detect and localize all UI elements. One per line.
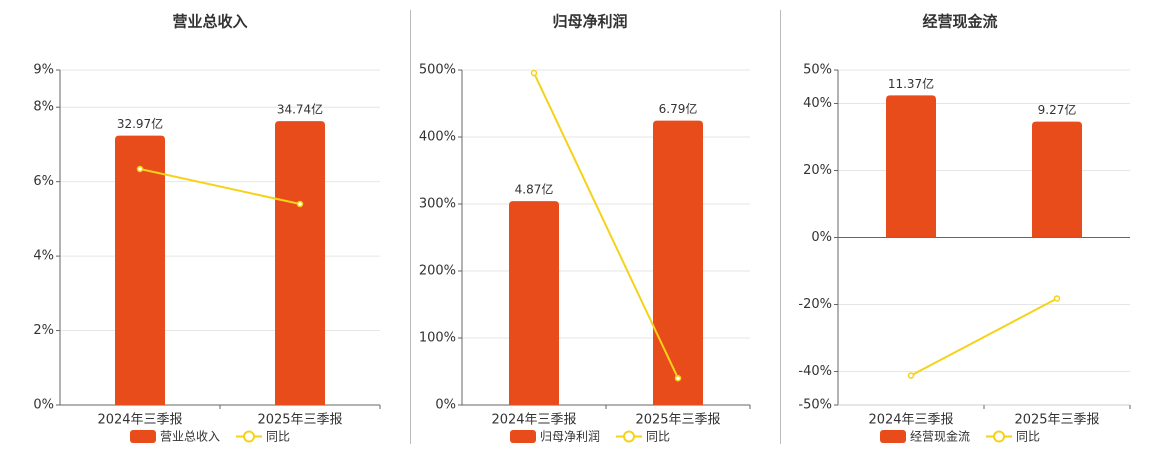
line-point bbox=[907, 372, 915, 379]
y-tick-label: 6% bbox=[33, 174, 54, 189]
y-tick-label: 0% bbox=[811, 230, 832, 245]
line bbox=[533, 72, 679, 379]
value-label: 32.97亿 bbox=[117, 116, 163, 131]
line-point bbox=[674, 374, 682, 382]
y-tick-label: 20% bbox=[803, 163, 832, 178]
chart-title: 经营现金流 bbox=[922, 13, 997, 31]
y-tick-label: 4% bbox=[33, 249, 54, 264]
y-tick-label: 200% bbox=[419, 264, 456, 279]
legend-label: 同比 bbox=[646, 430, 670, 444]
x-tick-label: 2025年三季报 bbox=[257, 413, 342, 428]
y-tick-label: 9% bbox=[33, 63, 54, 78]
x-tick-label: 2024年三季报 bbox=[868, 413, 953, 428]
bar bbox=[275, 121, 325, 406]
legend-marker bbox=[623, 430, 636, 443]
line bbox=[139, 168, 301, 205]
chart-title: 归母净利润 bbox=[552, 13, 627, 31]
legend-label: 经营现金流 bbox=[910, 429, 970, 444]
legend-swatch bbox=[130, 430, 156, 443]
chart-title: 营业总收入 bbox=[172, 13, 247, 31]
x-tick-label: 2024年三季报 bbox=[491, 413, 576, 428]
y-tick-label: -20% bbox=[798, 297, 832, 312]
y-tick-label: 40% bbox=[803, 96, 832, 111]
value-label: 9.27亿 bbox=[1038, 102, 1077, 117]
value-label: 4.87亿 bbox=[515, 182, 554, 197]
y-tick-label: 50% bbox=[803, 63, 832, 78]
y-tick-label: 500% bbox=[419, 63, 456, 78]
legend-label: 营业总收入 bbox=[160, 430, 220, 444]
legend-swatch bbox=[510, 430, 536, 443]
y-tick-label: 0% bbox=[435, 398, 456, 413]
y-tick-label: 400% bbox=[419, 130, 456, 145]
bar bbox=[509, 201, 559, 405]
x-tick-label: 2025年三季报 bbox=[1014, 413, 1099, 428]
value-label: 11.37亿 bbox=[888, 76, 934, 91]
legend-marker bbox=[243, 430, 256, 443]
legend-swatch bbox=[880, 430, 906, 443]
y-tick-label: -50% bbox=[798, 398, 832, 413]
y-tick-label: -40% bbox=[798, 364, 832, 379]
y-tick-label: 100% bbox=[419, 331, 456, 346]
legend-label: 归母净利润 bbox=[540, 430, 600, 444]
line-point bbox=[530, 69, 538, 77]
bar bbox=[1032, 121, 1082, 238]
y-tick-label: 0% bbox=[33, 398, 54, 413]
value-label: 6.79亿 bbox=[659, 101, 698, 116]
y-tick-label: 2% bbox=[33, 323, 54, 338]
legend-marker bbox=[993, 430, 1006, 443]
legend-label: 同比 bbox=[266, 430, 290, 444]
line-point bbox=[1053, 295, 1061, 302]
y-tick-label: 300% bbox=[419, 197, 456, 212]
bar bbox=[115, 135, 165, 406]
x-tick-label: 2024年三季报 bbox=[97, 413, 182, 428]
line bbox=[910, 297, 1058, 377]
bar bbox=[886, 95, 936, 238]
value-label: 34.74亿 bbox=[277, 102, 323, 117]
bar bbox=[653, 120, 703, 405]
y-tick-label: 8% bbox=[33, 100, 54, 115]
x-tick-label: 2025年三季报 bbox=[635, 413, 720, 428]
line-point bbox=[296, 200, 304, 208]
legend-label: 同比 bbox=[1016, 430, 1040, 444]
line-point bbox=[136, 165, 144, 173]
